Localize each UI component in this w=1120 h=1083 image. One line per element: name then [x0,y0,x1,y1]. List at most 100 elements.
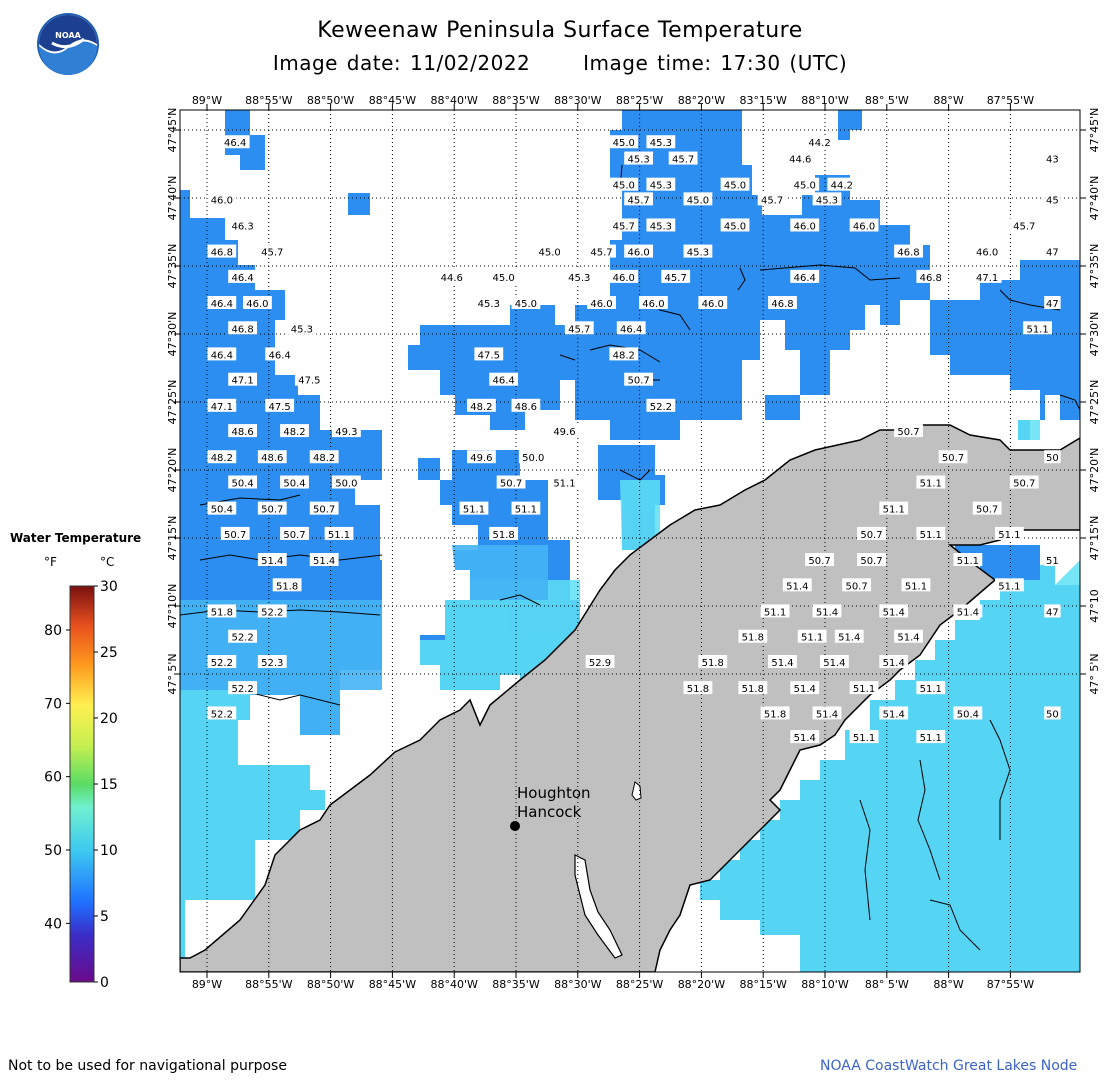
svg-text:51.1: 51.1 [463,505,485,516]
lon-label-top: 83°15'W [739,94,787,107]
temperature-label: 45.0 [609,177,639,192]
svg-text:46.8: 46.8 [920,273,942,284]
temperature-label: 52.9 [585,655,615,669]
temperature-label: 44.2 [805,135,834,149]
temperature-label: 50.7 [857,553,886,567]
temperature-label: 51.1 [879,501,909,516]
svg-text:45.3: 45.3 [568,273,590,284]
svg-text:45.0: 45.0 [493,273,515,284]
svg-text:51.1: 51.1 [764,607,786,618]
temperature-label: 50.7 [842,578,872,592]
svg-text:50.7: 50.7 [500,479,522,490]
svg-text:50.0: 50.0 [335,479,357,490]
svg-text:47.5: 47.5 [269,402,291,413]
temperature-label: 48.2 [280,424,309,438]
temperature-label: 51.4 [879,604,909,618]
temperature-label: 45.0 [683,192,713,206]
svg-text:45.0: 45.0 [794,181,816,192]
svg-text:50.0: 50.0 [522,453,544,464]
svg-text:51.1: 51.1 [920,733,942,744]
svg-text:46.0: 46.0 [613,273,635,284]
temperature-label: 45.3 [564,269,594,284]
svg-text:51.1: 51.1 [853,684,875,695]
svg-text:46.0: 46.0 [642,299,664,310]
svg-text:51.4: 51.4 [823,658,845,669]
legend-tick-c: 15 [100,777,118,793]
temperature-label: 51.4 [879,655,909,669]
temperature-label: 51.1 [953,553,983,567]
temperature-label: 44.6 [785,151,815,166]
svg-text:48.2: 48.2 [313,453,335,464]
temperature-label: 46.0 [624,244,654,259]
temperature-label: 50.7 [257,501,287,516]
lon-label-bottom: 88°40'W [430,978,478,991]
temperature-label: 46.8 [894,244,923,259]
svg-text:45.0: 45.0 [613,181,635,192]
temperature-label: 45.3 [646,135,676,149]
svg-text:46.4: 46.4 [211,299,233,310]
svg-text:51.4: 51.4 [883,658,905,669]
temperature-label: 51.4 [879,706,909,720]
lon-label-bottom: 88°50'W [307,978,355,991]
svg-text:51.8: 51.8 [687,684,709,695]
temperature-label: 45.0 [489,269,519,284]
svg-text:45.3: 45.3 [650,181,672,192]
legend-unit-f: °F [44,555,57,569]
noaa-logo-icon: NOAA [37,13,99,75]
temperature-label: 50.7 [894,424,923,438]
legend-tick-f: 50 [44,843,62,859]
temperature-label: 51.4 [834,629,864,644]
temperature-label: 45.7 [564,321,594,335]
temperature-label: 47 [1044,244,1061,259]
temperature-label: 50.7 [972,501,1002,516]
lat-label-left: 47°45'N [166,108,179,153]
lat-label-left: 47°20'N [166,448,179,493]
svg-text:45.7: 45.7 [672,155,694,166]
legend-title: Water Temperature [10,531,142,545]
svg-text:46.4: 46.4 [224,138,246,149]
svg-text:45.0: 45.0 [724,181,746,192]
svg-text:50.7: 50.7 [860,530,882,541]
svg-text:52.3: 52.3 [261,658,283,669]
temperature-label: 43 [1044,151,1061,166]
temperature-label: 44.2 [827,177,857,192]
svg-text:52.9: 52.9 [589,658,611,669]
svg-text:45.0: 45.0 [538,248,560,259]
svg-text:50.7: 50.7 [808,556,830,567]
svg-text:51.4: 51.4 [816,607,838,618]
temperature-label: 51.8 [489,526,519,541]
temperature-label: 51.8 [738,629,768,644]
legend-tick-c: 25 [100,645,118,661]
svg-text:46.8: 46.8 [771,299,793,310]
lon-label-bottom: 88°15'W [739,978,787,991]
temperature-label: 48.2 [609,347,639,361]
temperature-label: 52.2 [207,655,237,669]
legend-tick-f: 60 [44,770,62,786]
svg-text:51.1: 51.1 [957,556,979,567]
lon-label-top: 87°55'W [987,94,1035,107]
lat-label-right: 47°15'N [1088,516,1101,561]
temperature-label: 51.4 [790,681,820,695]
svg-text:46.0: 46.0 [627,248,649,259]
city-marker-icon [510,821,520,831]
lon-label-top: 88°55'W [245,94,293,107]
temperature-label: 45.0 [535,244,565,259]
temperature-label: 51.8 [698,655,728,669]
temperature-label: 51.4 [768,655,797,669]
temperature-label: 51.1 [459,501,489,516]
temperature-label: 46.4 [616,321,646,335]
svg-text:46.4: 46.4 [493,376,515,387]
lat-label-right: 47°35'N [1088,244,1101,289]
svg-text:50.4: 50.4 [957,709,979,720]
temperature-label: 51 [1044,553,1061,567]
temperature-label: 51.1 [995,526,1024,541]
lat-label-right: 47°40'N [1088,176,1101,221]
temperature-label: 52.2 [228,629,257,644]
svg-text:51.4: 51.4 [786,581,808,592]
svg-text:51.8: 51.8 [211,607,233,618]
temperature-label: 46.0 [972,244,1002,259]
temperature-label: 49.6 [466,450,496,464]
temperature-label: 45.0 [511,295,541,310]
temperature-label: 47 [1044,295,1061,310]
